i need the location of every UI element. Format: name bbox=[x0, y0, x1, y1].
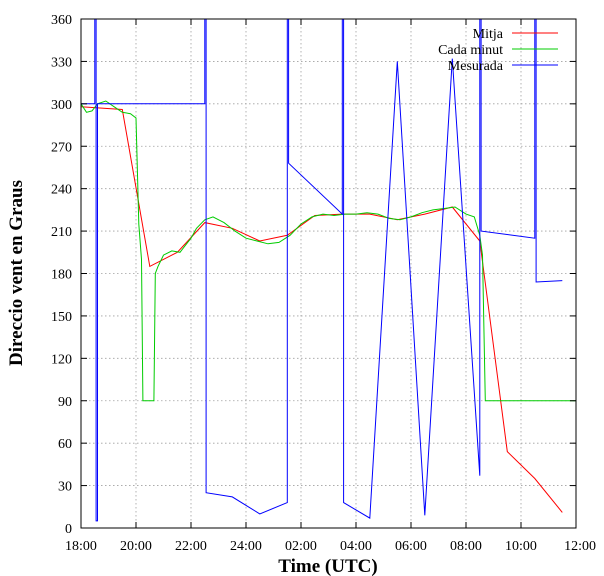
y-tick-label: 240 bbox=[51, 183, 72, 198]
x-tick-label: 20:00 bbox=[120, 539, 152, 554]
series-line-cada-minut bbox=[80, 100, 576, 402]
x-tick-label: 04:00 bbox=[340, 539, 372, 554]
axis-ticks bbox=[80, 18, 577, 529]
legend-label: Mesurada bbox=[448, 59, 504, 74]
x-tick-label: 10:00 bbox=[505, 539, 537, 554]
y-axis-title: Direccio vent en Graus bbox=[6, 180, 27, 366]
y-tick-label: 300 bbox=[51, 98, 72, 113]
y-tick-label: 180 bbox=[51, 268, 72, 283]
y-tick-label: 150 bbox=[51, 310, 72, 325]
y-tick-label: 360 bbox=[51, 13, 72, 28]
x-tick-label: 18:00 bbox=[65, 539, 97, 554]
x-tick-label: 22:00 bbox=[175, 539, 207, 554]
x-tick-label: 08:00 bbox=[450, 539, 482, 554]
x-tick-label: 12:00 bbox=[564, 539, 596, 554]
x-tick-label: 02:00 bbox=[285, 539, 317, 554]
series-line-mesurada bbox=[81, 18, 563, 522]
y-tick-label: 270 bbox=[51, 140, 72, 155]
legend-label: Cada minut bbox=[438, 43, 503, 58]
x-axis-title: Time (UTC) bbox=[278, 556, 377, 576]
y-tick-label: 30 bbox=[58, 480, 72, 495]
x-tick-label: 06:00 bbox=[395, 539, 427, 554]
y-tick-label: 90 bbox=[58, 395, 72, 410]
y-tick-label: 210 bbox=[51, 225, 72, 240]
x-tick-label: 24:00 bbox=[230, 539, 262, 554]
series-line-mitja bbox=[80, 106, 563, 513]
y-tick-label: 0 bbox=[65, 522, 72, 537]
series-lines bbox=[80, 18, 576, 522]
y-tick-label: 120 bbox=[51, 352, 72, 367]
y-tick-label: 330 bbox=[51, 55, 72, 70]
legend-label: Mitja bbox=[473, 27, 504, 42]
x-tick-labels: 18:00 20:00 22:00 24:00 02:00 04:00 06:00 08:00… bbox=[65, 539, 596, 554]
y-tick-label: 60 bbox=[58, 437, 72, 452]
y-tick-labels: 0 30 60 90 120 150 180 210 240 270 300 330 360 bbox=[51, 13, 72, 537]
